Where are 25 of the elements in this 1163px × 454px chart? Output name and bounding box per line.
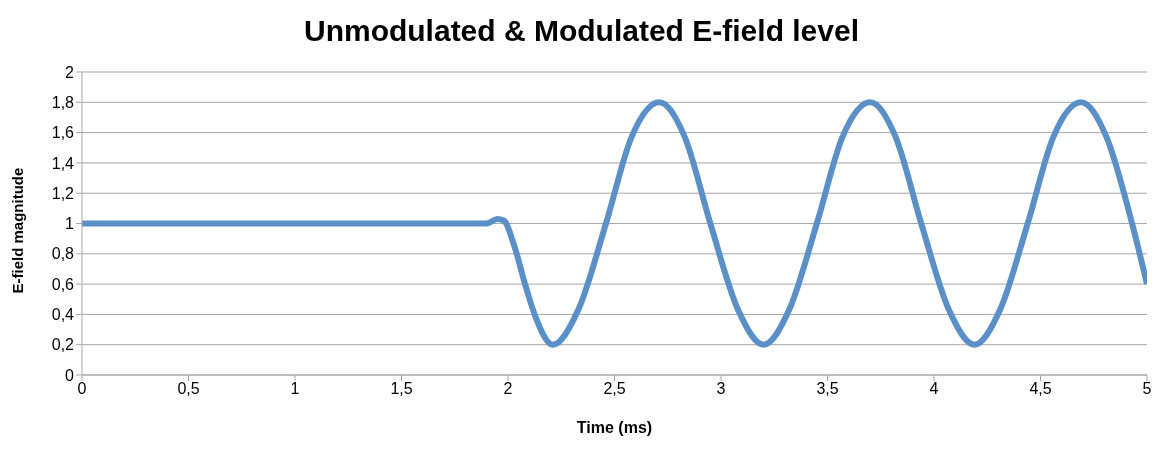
y-tick-label: 1 (65, 215, 75, 233)
y-axis-title: E-field magnitude (9, 167, 27, 294)
x-axis-title: Time (ms) (576, 419, 653, 436)
x-tick-label: 5 (1142, 380, 1152, 398)
y-tick-label: 1,4 (51, 154, 75, 172)
y-tick-label: 0,6 (51, 275, 75, 293)
x-tick-label: 4,5 (1029, 380, 1052, 398)
y-tick-label: 1,6 (51, 124, 75, 142)
y-tick-label: 1,2 (51, 184, 75, 202)
x-tick-label: 3 (716, 380, 726, 398)
x-tick-label: 0 (77, 380, 87, 398)
y-tick-label: 0,8 (51, 245, 75, 263)
x-tick-label: 1 (290, 380, 300, 398)
x-tick-label: 4 (929, 380, 939, 398)
x-tick-label: 1,5 (390, 380, 413, 398)
x-tick-label: 2 (503, 380, 513, 398)
x-tick-label: 3,5 (816, 380, 839, 398)
x-tick-label: 0,5 (177, 380, 200, 398)
y-tick-label: 0 (65, 366, 75, 384)
y-tick-label: 1,8 (51, 93, 75, 111)
y-tick-label: 0,2 (51, 336, 75, 354)
chart-title: Unmodulated & Modulated E-field level (302, 13, 860, 49)
y-tick-label: 0,4 (51, 306, 75, 324)
y-tick-label: 2 (65, 63, 75, 81)
x-tick-label: 2,5 (603, 380, 626, 398)
